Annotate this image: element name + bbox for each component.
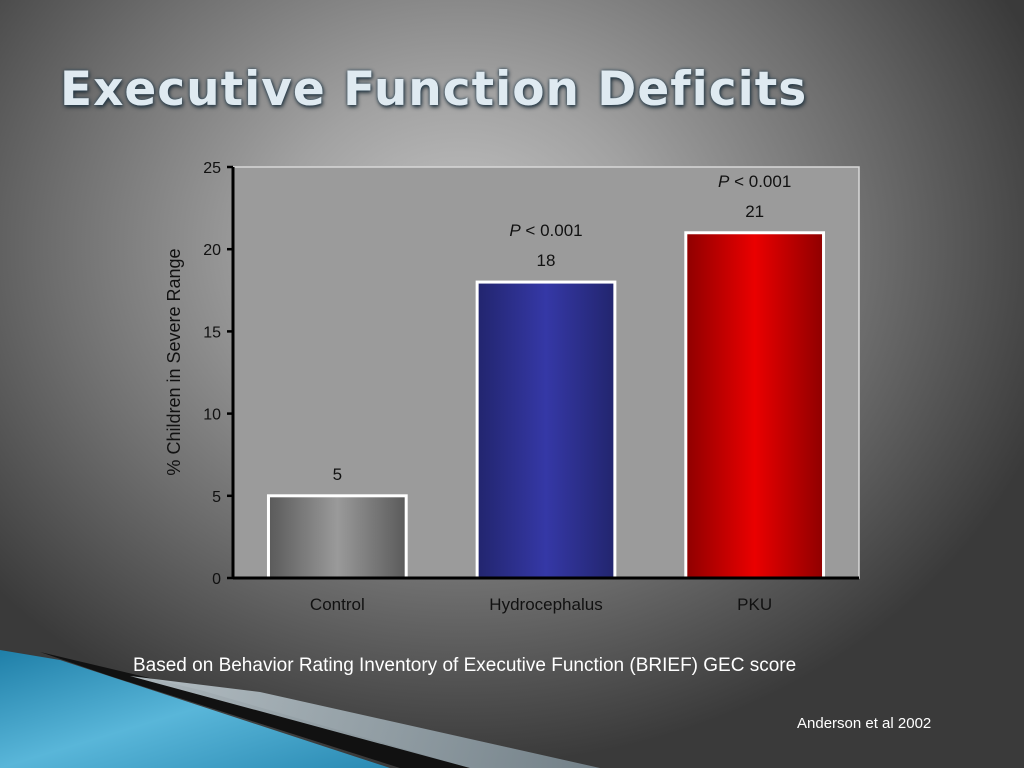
y-tick-label: 0 [212, 571, 221, 588]
x-axis: Control Hydrocephalus PKU [233, 576, 859, 614]
bar-control [266, 494, 408, 580]
x-tick-label-hydrocephalus: Hydrocephalus [489, 595, 602, 614]
y-tick-label: 15 [203, 324, 221, 341]
x-tick-label-pku: PKU [737, 595, 772, 614]
bars [266, 231, 826, 580]
bar-hydrocephalus [475, 280, 617, 580]
p-value-annotation: P < 0.001 [718, 172, 791, 191]
slide-title: Executive Function Deficits [60, 62, 808, 117]
data-label-pku: 21 [745, 202, 764, 221]
data-label-hydrocephalus: 18 [537, 251, 556, 270]
y-tick-label: 25 [203, 160, 221, 177]
citation: Anderson et al 2002 [797, 715, 932, 732]
y-tick-label: 5 [212, 489, 221, 506]
y-tick-label: 20 [203, 242, 221, 259]
x-tick-label-control: Control [310, 595, 365, 614]
p-value-text: < 0.001 [729, 172, 791, 191]
y-tick-label: 10 [203, 407, 221, 424]
y-axis: 0 5 10 15 20 25 [203, 160, 235, 588]
p-value-text: < 0.001 [521, 221, 583, 240]
p-value-annotation: P < 0.001 [509, 221, 582, 240]
p-symbol: P [718, 172, 730, 191]
p-symbol: P [509, 221, 521, 240]
data-label-control: 5 [333, 465, 342, 484]
y-axis-label: % Children in Severe Range [164, 248, 184, 475]
bar-pku [684, 231, 826, 580]
chart-caption: Based on Behavior Rating Inventory of Ex… [133, 655, 797, 676]
